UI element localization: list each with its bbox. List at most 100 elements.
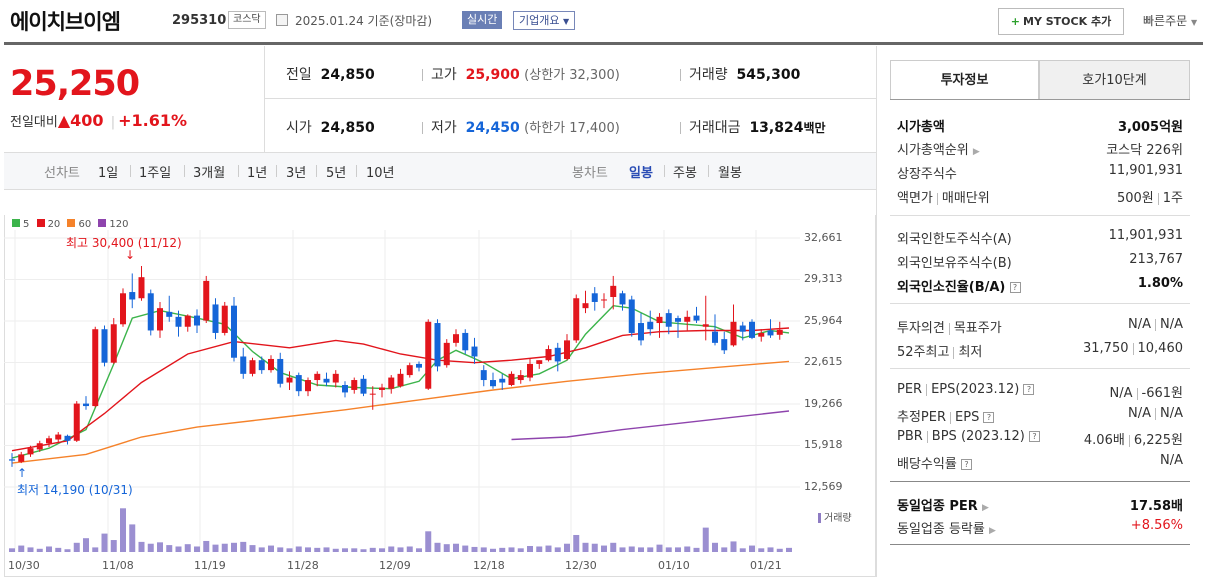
candle-body xyxy=(490,380,496,387)
volume-bar xyxy=(18,545,25,552)
realtime-button[interactable]: 실시간 xyxy=(462,11,503,29)
stock-name: 에이치브이엠 xyxy=(10,10,121,34)
help-icon[interactable]: ? xyxy=(1028,431,1040,442)
candle-body xyxy=(129,292,136,300)
period-3m[interactable]: 3개월 xyxy=(193,166,226,181)
period-5y[interactable]: 5년 xyxy=(326,166,347,181)
info-value: 6,225원 xyxy=(1133,433,1183,448)
candle-body xyxy=(46,438,52,444)
tab-invest-info[interactable]: 투자정보 xyxy=(890,60,1039,100)
period-1w[interactable]: 1주일 xyxy=(139,166,172,181)
volume-bar xyxy=(702,527,709,552)
change-percent: +1.61% xyxy=(118,111,188,130)
candle-body xyxy=(157,308,163,331)
candle-daily[interactable]: 일봉 xyxy=(629,166,653,181)
candle-body xyxy=(351,380,358,390)
candle-body xyxy=(277,358,284,384)
tab-hoga[interactable]: 호가10단계 xyxy=(1039,60,1190,100)
info-row-mcap-rank[interactable]: 시가총액순위 ▶ 코스닥 226위 xyxy=(897,139,1183,159)
chevron-right-icon: ▶ xyxy=(972,147,980,157)
price-chart[interactable] xyxy=(0,0,876,579)
info-row-sector-per[interactable]: 동일업종 PER ▶ 17.58배 xyxy=(897,495,1183,515)
volume-bar xyxy=(786,547,792,552)
market-badge: 코스닥 xyxy=(228,11,266,29)
chart-legend: 5 20 60 120 xyxy=(12,219,129,230)
volume-bar xyxy=(138,541,145,552)
amount-value: 13,824 xyxy=(749,120,804,136)
mystock-add-button[interactable]: + MY STOCK 추가 xyxy=(998,8,1124,35)
separator xyxy=(276,165,277,177)
info-row-opinion: 투자의견 목표주가 N/A N/A xyxy=(897,317,1183,337)
candle-body xyxy=(360,378,367,394)
lower-limit: (하한가 17,400) xyxy=(524,121,620,136)
volume-bar xyxy=(406,546,413,552)
quick-order-button[interactable]: 빠른주문 ▼ xyxy=(1143,12,1197,29)
y-tick: 32,661 xyxy=(804,231,843,244)
candle-body xyxy=(231,305,237,358)
candle-body xyxy=(194,315,200,326)
legend-swatch xyxy=(12,219,20,227)
legend-ma5: 5 xyxy=(23,219,30,230)
help-icon[interactable]: ? xyxy=(1023,384,1035,395)
volume-bar xyxy=(73,542,80,552)
candle-body xyxy=(462,332,469,351)
candle-body xyxy=(166,311,173,317)
info-value: +8.56% xyxy=(1130,518,1183,533)
quote-low: 저가 24,450 (하한가 17,400) xyxy=(414,117,620,137)
candle-body xyxy=(619,293,626,305)
candle-body xyxy=(83,403,89,407)
candle-body xyxy=(240,356,247,374)
volume-bar xyxy=(601,545,607,552)
candle-body xyxy=(776,329,783,335)
candle-monthly[interactable]: 월봉 xyxy=(718,166,742,181)
info-value: 213,767 xyxy=(1129,252,1183,267)
volume-bar xyxy=(480,547,487,552)
volume-bar xyxy=(638,547,644,552)
volume-bar xyxy=(712,542,718,552)
quote-date: 2025.01.24 기준(장마감) xyxy=(295,12,432,29)
low-value: 24,450 xyxy=(465,120,520,136)
change-value: 400 xyxy=(70,111,104,130)
info-label: 시가총액순위 xyxy=(897,143,969,158)
y-tick: 22,615 xyxy=(804,355,843,368)
info-row-sector-chg[interactable]: 동일업종 등락률 ▶ +8.56% xyxy=(897,518,1183,538)
volume-bar xyxy=(258,547,265,552)
open-label: 시가 xyxy=(286,120,312,136)
corp-info-dropdown[interactable]: 기업개요 ▼ xyxy=(513,11,576,30)
candle-body xyxy=(499,378,506,383)
info-row-shares: 상장주식수 11,901,931 xyxy=(897,163,1183,183)
chevron-down-icon: ▼ xyxy=(1191,18,1198,27)
candle-body xyxy=(601,299,607,301)
info-label: 매매단위 xyxy=(941,191,990,206)
volume-bar xyxy=(212,544,219,552)
x-tick: 12/18 xyxy=(473,559,505,572)
period-10y[interactable]: 10년 xyxy=(366,166,395,181)
info-value: -661원 xyxy=(1141,386,1183,401)
period-1d[interactable]: 1일 xyxy=(98,166,119,181)
info-value: N/A xyxy=(1128,317,1151,332)
y-tick: 15,918 xyxy=(804,438,843,451)
help-icon[interactable]: ? xyxy=(960,459,972,470)
info-label: 시가총액 xyxy=(897,120,945,135)
volume-bar xyxy=(471,546,478,552)
help-icon[interactable]: ? xyxy=(1009,282,1021,293)
candle-body xyxy=(425,321,432,389)
volume-bar xyxy=(157,542,163,552)
volume-bar xyxy=(351,548,358,552)
candle-weekly[interactable]: 주봉 xyxy=(673,166,697,181)
info-row-pbr: PBR BPS (2023.12) ? 4.06배 6,225원 xyxy=(897,429,1183,449)
period-1y[interactable]: 1년 xyxy=(247,166,268,181)
help-icon[interactable]: ? xyxy=(983,412,995,423)
volume-bar xyxy=(499,547,506,552)
candle-body xyxy=(749,321,755,338)
volume-bar xyxy=(369,547,376,552)
quote-volume: 거래량 545,300 xyxy=(672,64,800,84)
info-value: 코스닥 226위 xyxy=(1106,143,1183,158)
volume-bar xyxy=(360,549,367,552)
candle-body xyxy=(730,321,737,346)
period-3y[interactable]: 3년 xyxy=(286,166,307,181)
candle-body xyxy=(268,358,274,371)
candle-body xyxy=(406,365,413,376)
volume-bar xyxy=(582,542,589,552)
candle-body xyxy=(443,342,450,366)
